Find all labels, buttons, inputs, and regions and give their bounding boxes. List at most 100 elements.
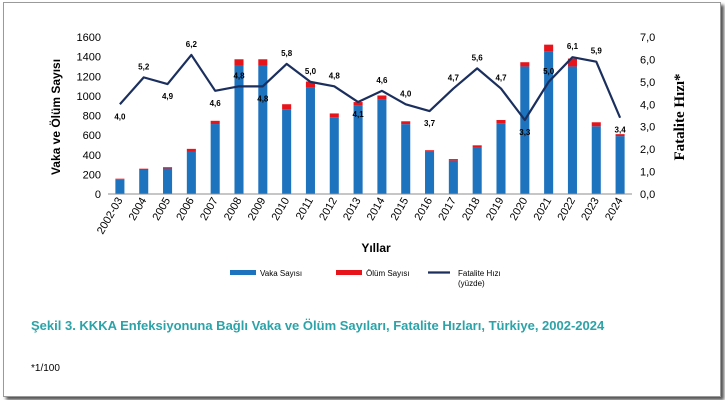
fatality-data-label: 3,7 [424,119,436,128]
bar-death [615,134,625,137]
fatality-data-label: 4,8 [329,71,341,80]
bar-death [282,104,292,110]
legend: Vaka Sayısı Ölüm Sayısı Fatalite Hızı(yüzd… [230,269,501,288]
y-tick-label: 800 [83,111,101,123]
fatality-data-label: 5,9 [591,47,603,56]
bar-death [305,81,315,88]
y-right-tick-label: 6,0 [640,54,655,66]
x-tick-label: 2022 [555,196,578,223]
x-tick-label: 2004 [127,196,150,223]
fatality-data-label: 5,8 [281,49,293,58]
x-tick-label: 2019 [484,196,507,223]
bar-death [591,122,601,127]
fatality-data-label: 5,2 [138,62,150,71]
x-tick-label: 2020 [508,196,531,223]
bar-death [353,102,363,106]
bar-case [472,147,482,194]
y-axis-right-title: Fatalite Hızı* [672,73,688,160]
x-tick-label: 2013 [341,196,364,223]
fatality-data-label: 6,1 [567,42,579,51]
fatality-data-label: 4,1 [353,110,365,119]
y-axis-left: 0 200 400 600 800 1000 1200 1400 1600 [77,32,101,201]
bar-case [401,124,411,194]
bar-death [401,121,411,125]
fatality-data-label: 4,8 [233,71,245,80]
bar-case [615,136,625,194]
legend-fatalite-label: Fatalite Hızı [458,269,501,278]
fatality-data-label: 4,0 [400,89,412,98]
bar-case [377,99,387,194]
x-tick-label: 2014 [365,196,388,223]
bar-death [448,159,458,161]
fatality-data-label: 4,9 [162,92,174,101]
fatality-line-group: 4,0 5,2 4,9 6,2 4,6 4,8 4,8 5,8 5,0 4,8 4,1 4,6 4,0 3… [114,40,626,137]
bar-death [163,167,173,169]
bar-death [139,168,149,170]
bar-death [496,120,506,124]
chart: 0 200 400 600 800 1000 1200 1400 1600 0,0 1,0 2,0 3… [48,32,688,288]
fatality-data-label: 5,0 [305,67,317,76]
x-tick-label: 2016 [413,196,436,223]
y-right-tick-label: 2,0 [640,144,655,156]
x-tick-label: 2010 [270,196,293,223]
y-tick-label: 600 [83,130,101,142]
fatality-data-label: 5,6 [472,53,484,62]
y-right-tick-label: 0,0 [640,189,655,201]
legend-olum-item: Ölüm Sayısı [336,269,410,278]
bar-death [377,95,387,100]
bar-case [186,151,196,194]
legend-olum-label: Ölüm Sayısı [366,269,410,278]
bar-death [329,113,339,118]
legend-fatalite-item: Fatalite Hızı(yüzde) [428,269,501,288]
x-tick-label: 2008 [222,196,245,223]
bar-case [567,66,577,194]
fatality-data-label: 4,6 [376,76,388,85]
y-tick-label: 0 [95,189,101,201]
x-tick-label: 2012 [317,196,340,223]
y-tick-label: 1200 [77,71,101,83]
bar-death [472,145,482,148]
bar-death [258,59,268,66]
x-tick-label: 2011 [294,196,316,222]
y-right-tick-label: 5,0 [640,77,655,89]
legend-vaka-swatch [230,270,256,275]
bar-death [567,58,577,67]
fatality-data-label: 4,0 [114,112,126,121]
fatality-data-label: 6,2 [186,40,198,49]
legend-vaka-label: Vaka Sayısı [260,269,302,278]
bar-case [258,65,268,194]
x-tick-label: 2023 [579,196,602,223]
y-right-tick-label: 7,0 [640,32,655,44]
fatality-data-label: 4,6 [210,99,222,108]
fatality-line [119,53,622,122]
bar-death [115,178,125,180]
bar-death [520,62,530,67]
x-tick-label: 2017 [436,196,459,223]
bar-case [115,179,125,194]
figure-frame [3,2,721,397]
legend-olum-swatch [336,270,362,275]
fatality-data-label: 3,4 [615,126,627,135]
bar-death [210,120,220,125]
y-right-tick-label: 3,0 [640,122,655,134]
x-tick-label: 2015 [389,196,412,223]
x-axis: 2002-03 2004 2005 2006 2007 2008 2009 2010 2011 2… [95,193,632,236]
x-tick-label: 2007 [198,196,221,223]
bar-case [210,124,220,194]
footnote: *1/100 [31,363,60,374]
bars-group [115,44,625,194]
bar-case [520,66,530,194]
fatality-data-label: 4,7 [495,74,507,83]
y-right-tick-label: 4,0 [640,99,655,111]
legend-vaka-item: Vaka Sayısı [230,269,302,278]
bar-death [234,59,244,66]
bar-case [329,117,339,194]
bar-case [305,87,315,194]
fatality-data-label: 4,8 [257,94,269,103]
x-tick-label: 2024 [603,196,626,223]
x-tick-label: 2009 [246,196,269,223]
y-axis-title: Vaka ve Ölüm Sayısı [48,59,63,175]
bar-case [353,105,363,194]
x-tick-label: 2005 [151,196,174,223]
fatality-data-label: 5,0 [543,67,555,76]
